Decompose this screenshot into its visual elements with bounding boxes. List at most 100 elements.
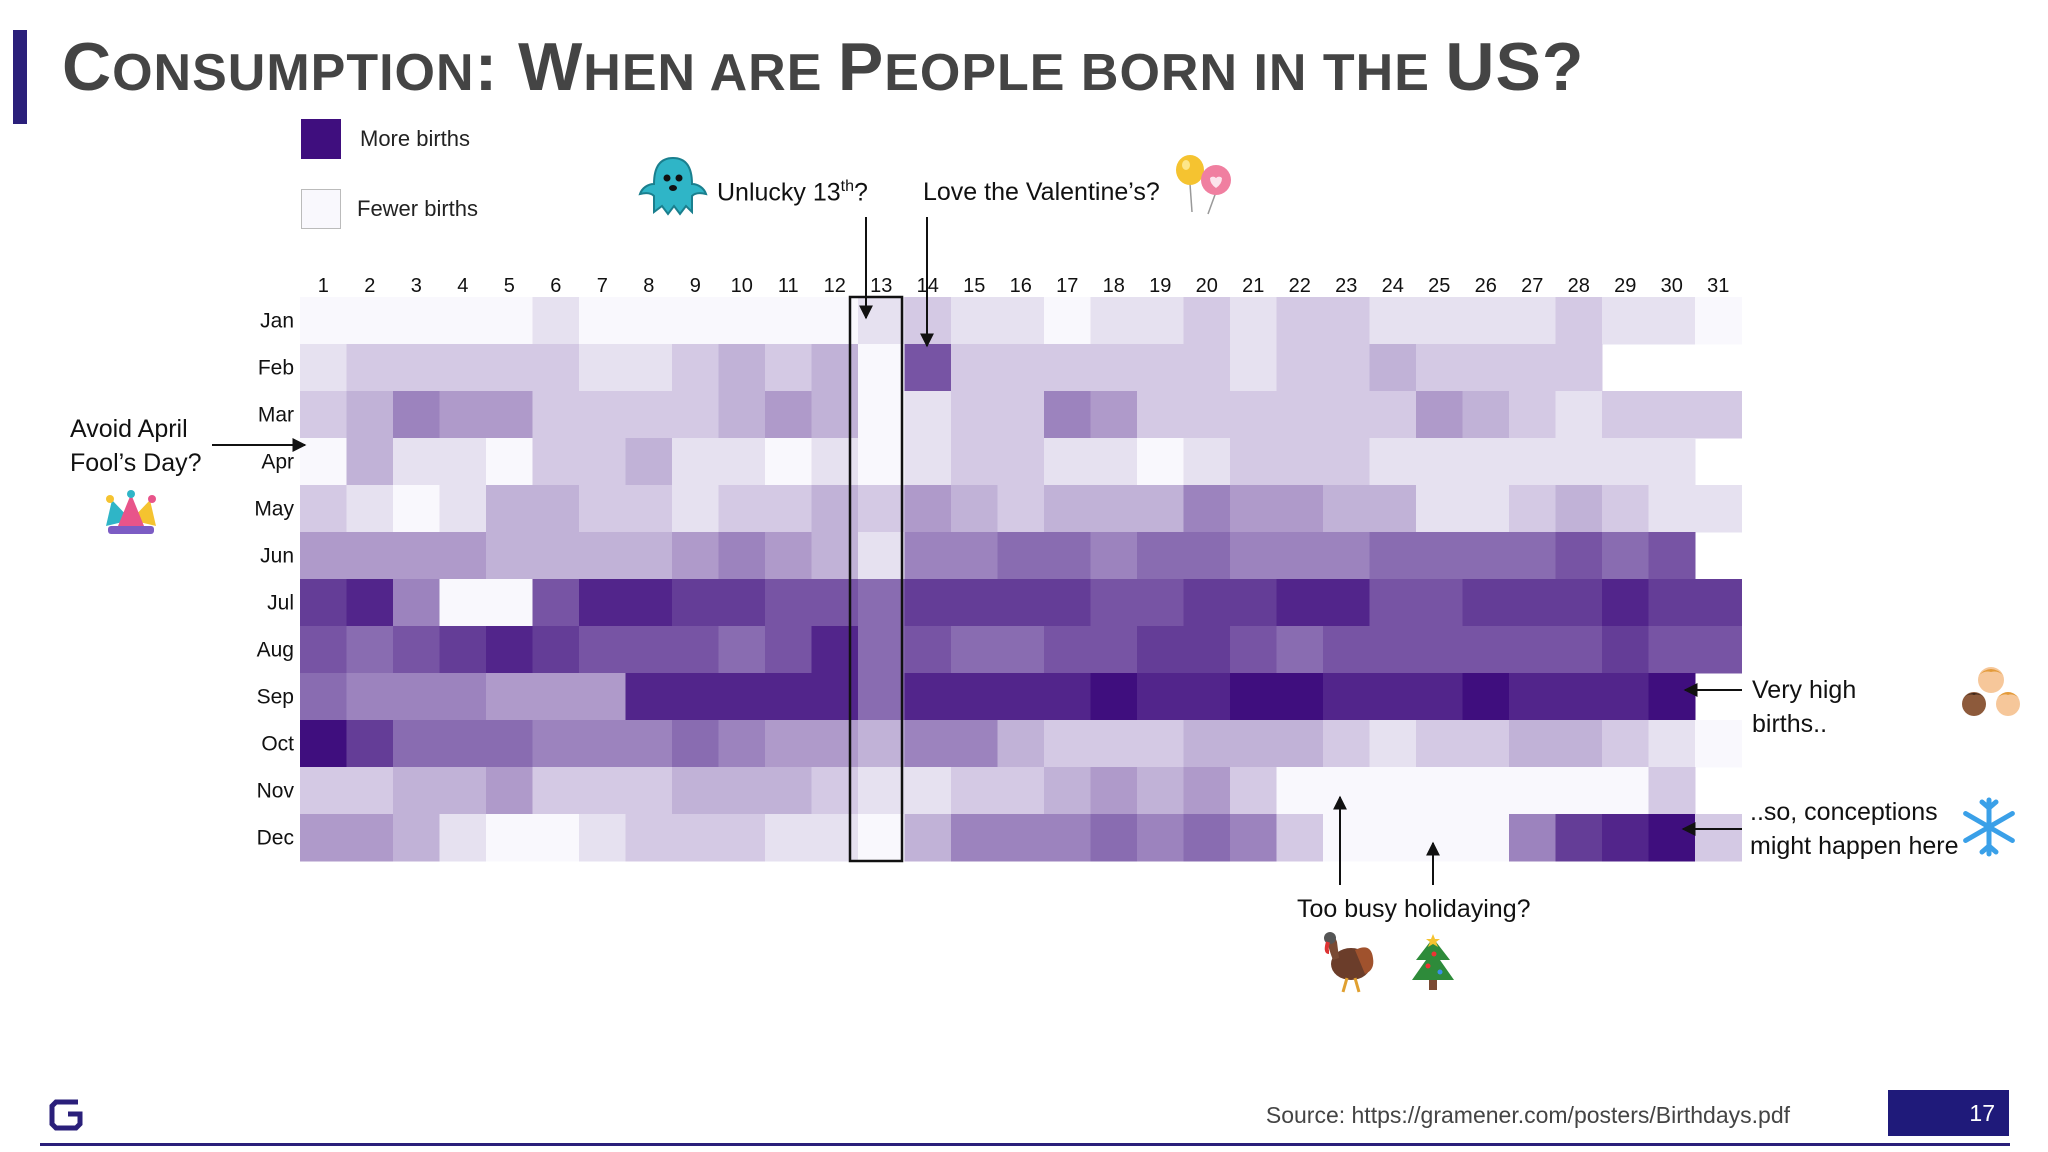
- heatmap-cell-may-18: [1090, 485, 1138, 533]
- day-label-21: 21: [1242, 275, 1264, 297]
- heatmap-cell-jun-29: [1602, 532, 1649, 580]
- heatmap-cell-aug-6: [532, 626, 580, 674]
- heatmap-cell-jun-8: [625, 532, 673, 580]
- heatmap-cell-dec-18: [1090, 814, 1138, 862]
- heatmap-cell-nov-12: [811, 767, 859, 815]
- heatmap-cell-nov-7: [579, 767, 626, 815]
- day-label-3: 3: [411, 275, 422, 297]
- heatmap-cell-aug-13: [858, 626, 905, 674]
- heatmap-cell-may-29: [1602, 485, 1649, 533]
- heatmap-cell-may-9: [672, 485, 719, 533]
- heatmap-cell-aug-21: [1230, 626, 1277, 674]
- heatmap-cell-apr-23: [1323, 438, 1370, 486]
- heatmap-cell-apr-2: [346, 438, 394, 486]
- heatmap-cell-nov-30: [1648, 767, 1696, 815]
- heatmap-cell-jun-25: [1416, 532, 1463, 580]
- heatmap-cell-oct-1: [300, 720, 347, 768]
- heatmap-cell-may-21: [1230, 485, 1277, 533]
- heatmap-cell-mar-2: [346, 391, 394, 439]
- heatmap-cell-feb-24: [1369, 344, 1417, 392]
- april-fools-annotation-line2: Fool’s Day?: [70, 449, 202, 477]
- heatmap-cell-apr-1: [300, 438, 347, 486]
- heatmap-cell-may-22: [1276, 485, 1324, 533]
- heatmap-cell-nov-25: [1416, 767, 1463, 815]
- heatmap-cell-jul-28: [1555, 579, 1603, 627]
- heatmap-cell-may-12: [811, 485, 859, 533]
- heatmap-cell-sep-11: [765, 673, 812, 721]
- heatmap-cell-mar-12: [811, 391, 859, 439]
- heatmap-cell-jul-31: [1695, 579, 1742, 627]
- heatmap-cell-jun-3: [393, 532, 440, 580]
- heatmap-cell-oct-6: [532, 720, 580, 768]
- month-label-mar: Mar: [258, 404, 294, 427]
- heatmap-cell-sep-25: [1416, 673, 1463, 721]
- heatmap-cell-mar-13: [858, 391, 905, 439]
- heatmap-cell-may-25: [1416, 485, 1463, 533]
- heatmap-cell-jun-4: [439, 532, 487, 580]
- heatmap-cell-jan-12: [811, 297, 859, 345]
- heatmap-cell-oct-2: [346, 720, 394, 768]
- heatmap-cell-apr-17: [1044, 438, 1091, 486]
- heatmap-cell-nov-11: [765, 767, 812, 815]
- heatmap-cell-jun-16: [997, 532, 1045, 580]
- heatmap-cell-feb-7: [579, 344, 626, 392]
- heatmap-cell-dec-21: [1230, 814, 1277, 862]
- day-label-31: 31: [1707, 275, 1729, 297]
- day-label-25: 25: [1428, 275, 1450, 297]
- heatmap-cell-feb-5: [486, 344, 533, 392]
- heatmap-cell-mar-15: [951, 391, 998, 439]
- heatmap-cell-dec-1: [300, 814, 347, 862]
- heatmap-cell-mar-28: [1555, 391, 1603, 439]
- heatmap-cell-mar-18: [1090, 391, 1138, 439]
- heatmap-cell-aug-26: [1462, 626, 1510, 674]
- heatmap-cell-dec-3: [393, 814, 440, 862]
- day-label-22: 22: [1289, 275, 1311, 297]
- heatmap-cell-mar-22: [1276, 391, 1324, 439]
- heatmap-cell-nov-5: [486, 767, 533, 815]
- heatmap-cell-feb-15: [951, 344, 998, 392]
- heatmap-cell-jan-15: [951, 297, 998, 345]
- heatmap-cell-jun-24: [1369, 532, 1417, 580]
- heatmap-cell-aug-15: [951, 626, 998, 674]
- heatmap-cell-jan-6: [532, 297, 580, 345]
- legend-more-swatch: [301, 119, 341, 159]
- heatmap-cell-may-6: [532, 485, 580, 533]
- heatmap-cell-mar-27: [1509, 391, 1556, 439]
- heatmap-cell-jun-17: [1044, 532, 1091, 580]
- heatmap-cell-aug-17: [1044, 626, 1091, 674]
- heatmap-cell-jul-14: [904, 579, 952, 627]
- heatmap-cell-mar-17: [1044, 391, 1091, 439]
- heatmap-cell-jul-25: [1416, 579, 1463, 627]
- day-label-4: 4: [457, 275, 468, 297]
- heatmap-cells: [300, 297, 1742, 862]
- heatmap-cell-may-1: [300, 485, 347, 533]
- heatmap-cell-aug-4: [439, 626, 487, 674]
- heatmap-cell-mar-21: [1230, 391, 1277, 439]
- heatmap-cell-jan-11: [765, 297, 812, 345]
- heatmap-cell-nov-17: [1044, 767, 1091, 815]
- heatmap-cell-dec-25: [1416, 814, 1463, 862]
- day-label-28: 28: [1568, 275, 1590, 297]
- heatmap-cell-nov-2: [346, 767, 394, 815]
- heatmap-cell-aug-16: [997, 626, 1045, 674]
- heatmap-cell-jun-27: [1509, 532, 1556, 580]
- heatmap-cell-jul-8: [625, 579, 673, 627]
- heatmap-cell-dec-6: [532, 814, 580, 862]
- heatmap-cell-jul-23: [1323, 579, 1370, 627]
- heatmap-cell-nov-4: [439, 767, 487, 815]
- heatmap-cell-sep-10: [718, 673, 766, 721]
- very-high-annotation-line1: Very high: [1752, 676, 1857, 704]
- heatmap-cell-apr-11: [765, 438, 812, 486]
- heatmap-cell-sep-9: [672, 673, 719, 721]
- heatmap-cell-dec-14: [904, 814, 952, 862]
- heatmap-cell-jul-19: [1137, 579, 1184, 627]
- heatmap-cell-jan-16: [997, 297, 1045, 345]
- heatmap-cell-jun-15: [951, 532, 998, 580]
- heatmap-cell-dec-9: [672, 814, 719, 862]
- heatmap-cell-jan-27: [1509, 297, 1556, 345]
- heatmap-cell-jun-1: [300, 532, 347, 580]
- heatmap-cell-jan-29: [1602, 297, 1649, 345]
- heatmap-cell-mar-31: [1695, 391, 1742, 439]
- heatmap-cell-oct-17: [1044, 720, 1091, 768]
